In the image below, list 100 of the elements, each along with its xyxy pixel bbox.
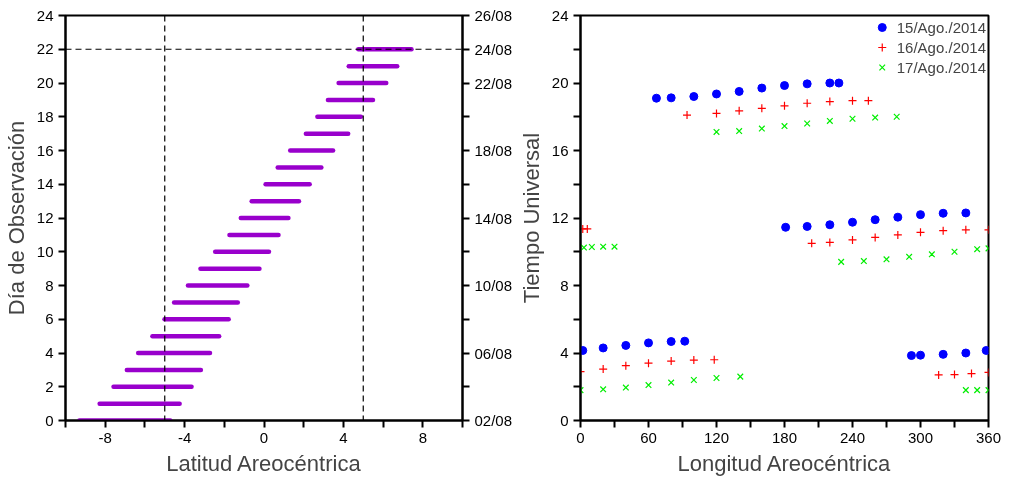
point	[849, 115, 856, 123]
point	[758, 125, 766, 132]
y2-tick-label: 26/08	[474, 7, 513, 24]
legend-label: 17/Ago./2014	[896, 58, 986, 76]
point	[611, 243, 618, 251]
point	[981, 345, 989, 355]
y-tick-label: 16	[551, 141, 569, 159]
y-tick-label: 0	[45, 411, 54, 429]
x-tick-label: 300	[907, 428, 934, 446]
point	[802, 79, 812, 89]
point	[938, 208, 948, 218]
y-tick-label: 20	[551, 74, 569, 91]
x-tick-label: 8	[418, 428, 427, 446]
point	[961, 208, 971, 218]
y-tick-label: 20	[36, 74, 54, 91]
y-tick-label: 24	[551, 6, 569, 24]
point	[690, 376, 698, 384]
y-tick-label: 12	[551, 209, 569, 226]
point	[757, 83, 767, 93]
y-tick-label: 2	[45, 377, 54, 395]
point	[582, 224, 592, 234]
point	[599, 385, 607, 393]
y-tick-label: 8	[45, 276, 54, 294]
y2-tick-label: 10/08	[474, 277, 513, 294]
point	[651, 93, 661, 103]
point	[870, 215, 880, 225]
point	[780, 81, 789, 91]
x-tick-label: 180	[771, 428, 798, 446]
point	[848, 217, 857, 227]
x-axis-title: Longitud Areocéntrica	[677, 450, 892, 476]
point	[598, 364, 608, 374]
point	[834, 78, 844, 88]
y2-tick-label: 18/08	[474, 142, 513, 159]
point	[803, 120, 811, 127]
y-tick-label: 4	[560, 344, 569, 361]
point	[666, 356, 676, 366]
point	[871, 114, 879, 122]
x-tick-label: 240	[839, 428, 866, 446]
point	[860, 257, 868, 265]
point	[826, 117, 834, 125]
legend-label: 15/Ago./2014	[896, 18, 986, 36]
y-tick-label: 6	[45, 310, 54, 328]
y-axis-title: Tiempo Universal	[518, 132, 544, 304]
point	[666, 337, 676, 347]
point	[961, 348, 971, 358]
point	[689, 92, 699, 101]
x-tick-label: -8	[98, 428, 112, 446]
point	[643, 358, 654, 368]
y-tick-label: 8	[560, 276, 569, 294]
point	[713, 374, 720, 382]
point	[802, 221, 812, 231]
point	[916, 210, 925, 220]
y-tick-label: 0	[560, 411, 569, 429]
y2-tick-label: 06/08	[474, 344, 513, 362]
point	[951, 248, 958, 256]
point	[883, 255, 890, 263]
y-tick-label: 4	[45, 344, 54, 361]
y-tick-label: 10	[36, 242, 54, 260]
point	[734, 86, 744, 96]
point	[621, 340, 631, 350]
y-tick-label: 12	[36, 209, 54, 226]
point	[598, 343, 608, 353]
point	[906, 351, 916, 361]
y-tick-label: 22	[36, 40, 54, 58]
point	[825, 220, 835, 230]
x-tick-label: 0	[576, 428, 585, 446]
point	[847, 235, 858, 245]
y2-tick-label: 14/08	[474, 209, 513, 227]
point	[644, 338, 653, 348]
legend-label: 16/Ago./2014	[896, 38, 986, 56]
point	[689, 355, 699, 365]
point	[680, 336, 690, 346]
x-tick-label: 4	[339, 428, 348, 446]
point	[735, 127, 743, 135]
y2-tick-label: 02/08	[474, 412, 513, 429]
y2-tick-label: 22/08	[474, 74, 513, 92]
y-axis-title: Día de Observación	[3, 120, 29, 316]
point	[645, 381, 652, 389]
point	[938, 349, 948, 359]
y2-tick-label: 24/08	[474, 40, 513, 58]
y-tick-label: 18	[36, 107, 54, 125]
point	[736, 373, 744, 381]
y-tick-label: 14	[36, 175, 54, 193]
point	[934, 370, 944, 380]
x-tick-label: 120	[703, 428, 730, 446]
x-tick-label: 0	[259, 428, 269, 446]
point	[667, 379, 675, 386]
point	[666, 93, 676, 103]
point	[781, 222, 791, 232]
x-tick-label: 60	[640, 428, 657, 446]
y-tick-label: 24	[36, 6, 54, 24]
point	[712, 89, 721, 99]
point	[713, 128, 720, 136]
point	[893, 212, 903, 222]
x-tick-label: -4	[177, 428, 192, 446]
point	[928, 250, 936, 258]
y-tick-label: 16	[36, 141, 54, 159]
point	[916, 350, 925, 360]
point	[599, 243, 607, 251]
point	[781, 122, 788, 130]
